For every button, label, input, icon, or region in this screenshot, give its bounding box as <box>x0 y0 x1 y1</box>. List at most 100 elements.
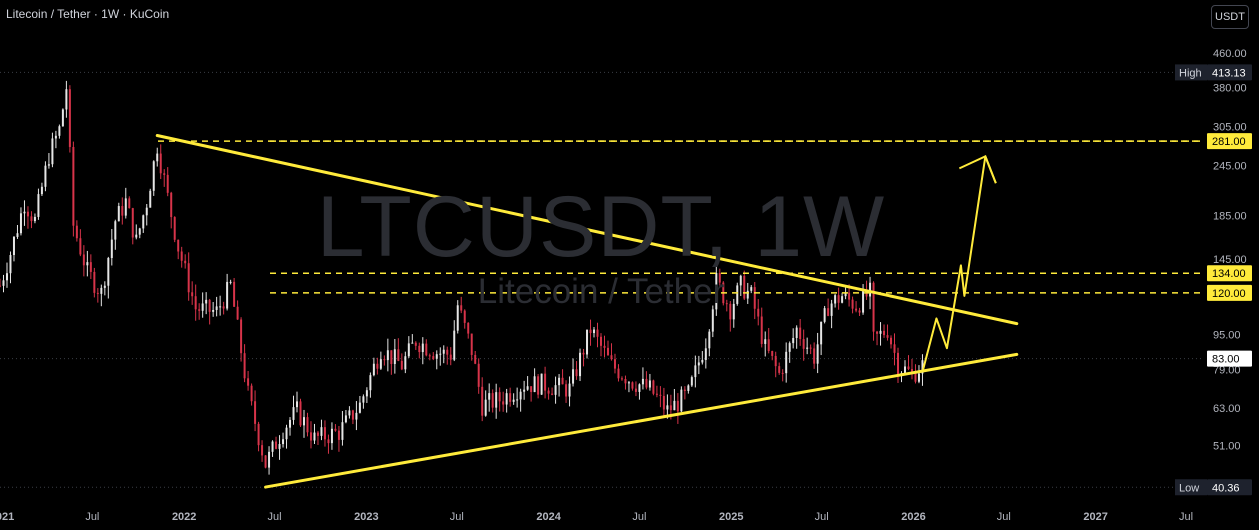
candle-body <box>170 192 173 218</box>
candle-body <box>648 380 651 388</box>
price-axis: 580.00460.00380.00305.00245.00185.00145.… <box>1175 7 1252 496</box>
candle-body <box>509 393 512 402</box>
candle-body <box>540 373 543 395</box>
candle-body <box>505 393 508 405</box>
candle-body <box>383 359 386 361</box>
candle-body <box>89 262 92 272</box>
chart-title: Litecoin / Tether · 1W · KuCoin <box>6 7 170 21</box>
candle-body <box>624 378 627 384</box>
candle-body <box>323 427 326 440</box>
y-tick-label: 185.00 <box>1213 211 1247 223</box>
candle-body <box>435 354 438 359</box>
candle-body <box>292 407 295 420</box>
candle-body <box>96 292 99 294</box>
candle-body <box>442 349 445 354</box>
candle-body <box>421 343 424 353</box>
candle-body <box>142 215 145 229</box>
candle-body <box>848 292 851 300</box>
candle-body <box>79 238 82 255</box>
candle-body <box>603 345 606 348</box>
candle-body <box>697 362 700 366</box>
candle-body <box>131 208 134 238</box>
candle-body <box>886 335 889 338</box>
x-tick-label: Jul <box>450 511 464 523</box>
candle-body <box>215 306 218 310</box>
candle-body <box>275 441 278 449</box>
candle-body <box>205 299 208 304</box>
candle-body <box>914 371 917 382</box>
low-badge-label: 40.36 <box>1212 482 1240 494</box>
candle-body <box>397 349 400 361</box>
level-134.00-badge-label: 134.00 <box>1212 268 1246 280</box>
candle-body <box>600 336 602 346</box>
candle-body <box>254 401 257 424</box>
candle-body <box>65 89 68 110</box>
candle-body <box>302 417 305 426</box>
candle-body <box>917 373 920 382</box>
candle-body <box>351 410 354 420</box>
candle-body <box>289 419 292 428</box>
candle-body <box>135 234 138 238</box>
candle-body <box>456 305 459 331</box>
candle-body <box>58 126 61 136</box>
candle-body <box>512 399 515 402</box>
candle-body <box>369 375 372 391</box>
candle-body <box>676 400 679 412</box>
candle-body <box>610 355 613 360</box>
candle-body <box>711 309 714 332</box>
high-tag-label: High <box>1179 67 1202 79</box>
candle-body <box>589 329 592 334</box>
candle-body <box>425 343 428 356</box>
candle-body <box>613 359 616 369</box>
x-tick-label: 2022 <box>172 511 196 523</box>
candle-body <box>229 281 232 283</box>
trendline-resistance <box>155 134 1019 326</box>
candle-body <box>792 337 795 344</box>
candle-body <box>40 186 43 195</box>
candle-body <box>620 378 623 380</box>
candle-body <box>337 430 340 440</box>
candle-body <box>411 342 414 344</box>
candle-body <box>533 376 536 393</box>
x-tick-label: 2025 <box>719 511 743 523</box>
candle-body <box>240 319 243 354</box>
candle-body <box>767 339 770 352</box>
candle-body <box>903 366 906 373</box>
candle-body <box>449 354 452 360</box>
candle-body <box>858 310 861 313</box>
candle-body <box>729 303 732 320</box>
candle-body <box>428 355 431 357</box>
trendlines <box>155 134 1019 489</box>
candle-body <box>890 337 893 345</box>
candle-body <box>617 368 620 379</box>
candle-body <box>680 389 683 412</box>
y-tick-label: 95.00 <box>1213 330 1241 342</box>
x-tick-label: Jul <box>815 511 829 523</box>
candle-body <box>365 390 368 397</box>
candle-body <box>362 396 365 403</box>
candle-body <box>631 382 634 389</box>
candle-body <box>579 352 582 377</box>
candle-body <box>201 303 204 311</box>
candle-body <box>753 287 756 309</box>
candle-body <box>93 271 96 293</box>
watermark-name: Litecoin / Tether <box>477 272 725 311</box>
candle-body <box>565 384 568 397</box>
candle-body <box>683 389 686 391</box>
candle-body <box>498 392 501 402</box>
candle-body <box>264 455 267 468</box>
candle-body <box>386 350 389 361</box>
candle-body <box>907 366 910 370</box>
y-tick-label: 460.00 <box>1213 48 1247 60</box>
x-tick-label: 2023 <box>354 511 378 523</box>
candle-body <box>841 296 844 303</box>
candle-body <box>117 206 120 222</box>
y-tick-label: 145.00 <box>1213 254 1247 266</box>
candle-body <box>30 216 33 222</box>
candle-body <box>823 308 826 322</box>
currency-button[interactable]: USDT <box>1211 5 1249 29</box>
candle-body <box>61 109 64 127</box>
level-281.00-badge-label: 281.00 <box>1212 136 1246 148</box>
candle-body <box>159 153 162 174</box>
